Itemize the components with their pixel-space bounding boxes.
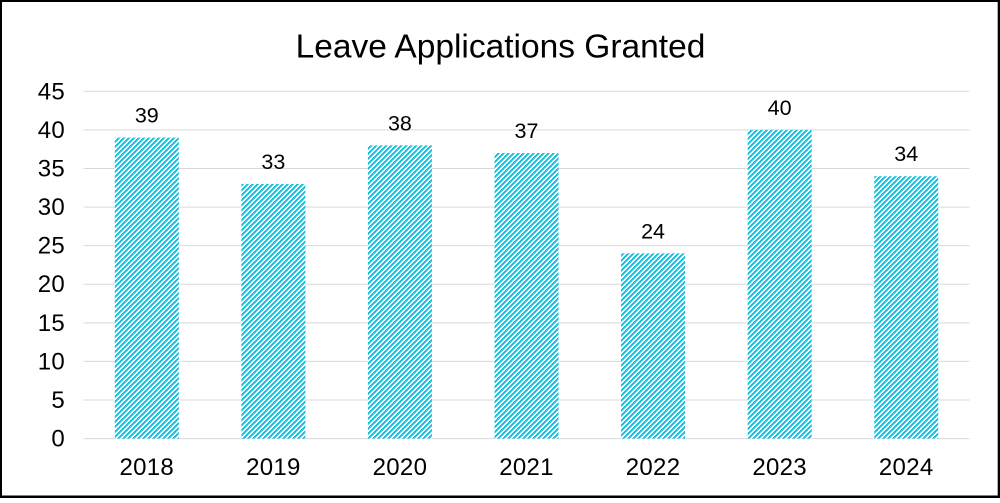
svg-text:2019: 2019 [246,454,301,481]
svg-text:20: 20 [38,271,65,298]
svg-text:30: 30 [38,194,65,221]
svg-text:2022: 2022 [626,454,681,481]
svg-text:2020: 2020 [373,454,428,481]
svg-text:2024: 2024 [879,454,934,481]
svg-text:2023: 2023 [752,454,807,481]
svg-text:40: 40 [768,96,792,120]
svg-text:2021: 2021 [499,454,554,481]
svg-text:39: 39 [135,104,159,128]
svg-text:0: 0 [51,426,65,453]
svg-text:25: 25 [38,233,65,260]
svg-text:24: 24 [641,219,665,243]
svg-text:15: 15 [38,310,65,337]
svg-text:38: 38 [388,111,412,135]
svg-text:33: 33 [261,150,285,174]
svg-text:5: 5 [51,387,65,414]
svg-text:Leave Applications Granted: Leave Applications Granted [296,28,706,65]
svg-text:2018: 2018 [119,454,174,481]
svg-text:34: 34 [894,142,918,166]
svg-text:45: 45 [38,78,65,105]
svg-text:10: 10 [38,348,65,375]
svg-text:37: 37 [515,119,539,143]
svg-text:40: 40 [38,117,65,144]
svg-text:35: 35 [38,155,65,182]
